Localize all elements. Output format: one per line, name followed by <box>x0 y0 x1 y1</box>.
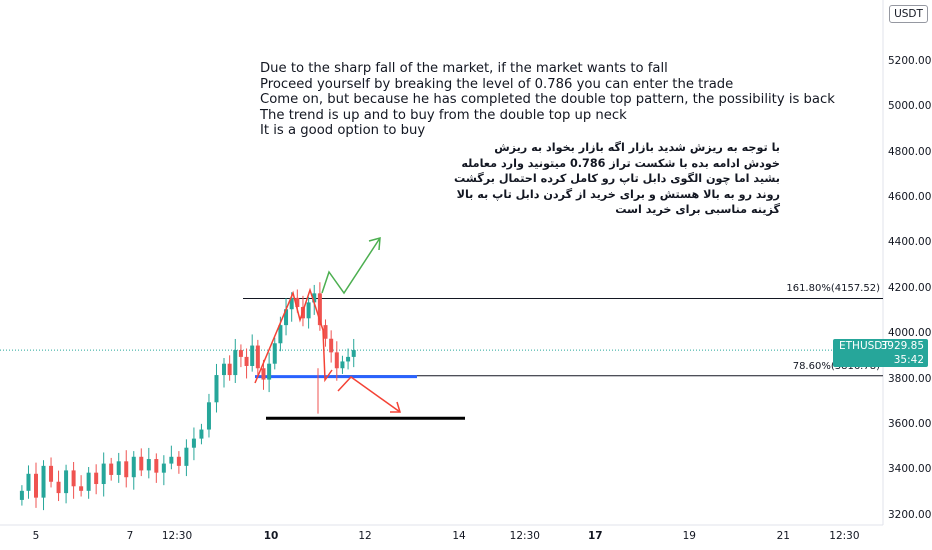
candle-body <box>244 356 249 366</box>
double-top-path <box>254 287 333 384</box>
x-tick-label: 5 <box>32 530 40 542</box>
x-tick-label: 17 <box>587 530 603 542</box>
x-tick-label: 19 <box>682 530 696 542</box>
candle-body <box>227 363 232 376</box>
annotation-fa-line: بشید اما چون الگوی دابل تاپ رو کامل کرده… <box>454 172 780 185</box>
annotation-en-line: It is a good option to buy <box>260 123 426 139</box>
candle-countdown: 35:42 <box>893 354 924 366</box>
candle-body <box>26 473 31 491</box>
candle-body <box>64 470 69 494</box>
candle-body <box>323 325 328 339</box>
bearish-projection-path <box>337 376 401 413</box>
candle-body <box>86 472 91 491</box>
y-tick-label: 4000.00 <box>888 327 932 340</box>
x-tick-label: 14 <box>452 530 466 542</box>
candle-body <box>71 470 76 487</box>
candle-body <box>101 463 106 485</box>
y-tick-label: 4800.00 <box>888 145 932 158</box>
annotation-en-line: Due to the sharp fall of the market, if … <box>260 61 668 76</box>
candle-body <box>272 343 277 364</box>
candle-body <box>334 352 339 369</box>
persian-annotation: با توجه به ریزش شدید بازار اگه بازار بخو… <box>454 140 780 218</box>
candle-body <box>139 456 144 471</box>
y-tick-label: 5000.00 <box>888 100 932 113</box>
candle-body <box>284 309 289 326</box>
candle-body <box>278 325 283 344</box>
candle-body <box>199 429 204 439</box>
candle-body <box>154 459 159 473</box>
candle-body <box>56 481 61 494</box>
currency-badge[interactable]: USDT <box>889 5 928 23</box>
candle-body <box>317 293 322 326</box>
candle-body <box>340 361 345 369</box>
annotation-fa-line: گزینه مناسبی برای خرید است <box>615 203 780 216</box>
candle-body <box>146 459 151 471</box>
y-tick-label: 3400.00 <box>888 463 932 476</box>
english-annotation: Due to the sharp fall of the market, if … <box>260 61 835 139</box>
candle-body <box>169 456 174 464</box>
candle-body <box>255 345 260 369</box>
candle-body <box>295 297 300 307</box>
candle-body <box>306 302 311 319</box>
candle-body <box>329 338 334 353</box>
candle-body <box>176 456 181 466</box>
candle-body <box>267 363 272 380</box>
candle-body <box>19 490 24 500</box>
candle-body <box>41 465 46 498</box>
y-tick-label: 3800.00 <box>888 372 932 385</box>
x-tick-label: 12:30 <box>829 530 860 542</box>
candle-body <box>206 402 211 430</box>
annotation-en-line: The trend is up and to buy from the doub… <box>260 107 627 123</box>
candle-body <box>261 368 266 380</box>
annotation-fa-line: با توجه به ریزش شدید بازار اگه بازار بخو… <box>494 141 780 154</box>
y-tick-label: 3200.00 <box>888 508 932 521</box>
x-tick-label: 21 <box>776 530 790 542</box>
candle-body <box>184 447 189 466</box>
bearish-arrow-head <box>390 401 402 413</box>
price-tag-symbol: ETHUSDT <box>839 340 889 352</box>
y-tick-label: 4600.00 <box>888 191 932 203</box>
candle-body <box>312 293 317 303</box>
x-tick-label: 12:30 <box>509 530 540 542</box>
y-tick-label: 5200.00 <box>888 54 932 67</box>
fib-label-1618: 161.80%(4157.52) <box>786 283 880 294</box>
price-tag-value: 3929.85 <box>880 340 924 352</box>
candle-body <box>222 363 226 376</box>
candle-body <box>94 472 99 485</box>
candle-body <box>34 473 38 498</box>
x-tick-label: 7 <box>126 530 134 542</box>
candle-body <box>49 465 54 482</box>
candle-body <box>116 461 121 475</box>
x-tick-label: 12:30 <box>161 530 193 542</box>
bullish-projection-path <box>321 237 381 295</box>
annotation-en-line: Proceed yourself by breaking the level o… <box>260 76 734 92</box>
candle-body <box>109 463 114 475</box>
y-tick-label: 4200.00 <box>888 281 932 294</box>
annotation-fa-line: روند رو به بالا هستش و برای خرید از گردن… <box>456 187 780 201</box>
candle-body <box>161 463 166 473</box>
candle-body <box>250 345 255 366</box>
annotation-fa-line: خودش ادامه بده با شکست تراز 0.786 میتونی… <box>461 156 780 170</box>
candle-body <box>289 297 294 310</box>
annotation-en-line: Come on, but because he has completed th… <box>260 92 835 108</box>
x-tick-label: 12 <box>358 530 372 542</box>
y-tick-label: 3600.00 <box>888 418 932 430</box>
candle-body <box>238 350 243 357</box>
bullish-arrow-head <box>368 236 381 251</box>
y-tick-label: 4400.00 <box>888 236 932 249</box>
candle-body <box>233 350 238 376</box>
x-tick-label: 10 <box>263 530 279 542</box>
candle-body <box>124 461 129 478</box>
candle-body <box>79 486 84 491</box>
candle-body <box>346 356 351 362</box>
candle-body <box>191 438 196 448</box>
last-price-tag: ETHUSDT 3929.85 35:42 <box>833 339 928 367</box>
candle-body <box>131 456 136 478</box>
candle-body <box>351 350 356 357</box>
candle-body <box>214 375 219 403</box>
